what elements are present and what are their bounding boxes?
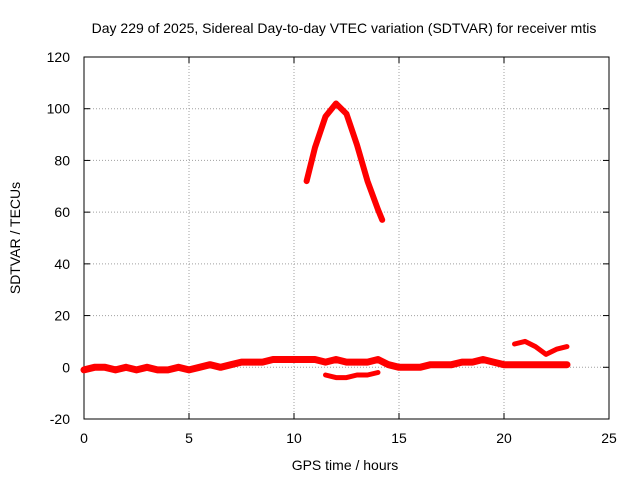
y-tick-label: 120 [47, 49, 71, 65]
x-tick-label: 0 [80, 430, 88, 446]
y-tick-label: 0 [62, 359, 70, 375]
series-line-sdtvar-lower-dip [323, 370, 381, 381]
series-line-sdtvar-main [80, 356, 571, 374]
y-axis-label: SDTVAR / TECUs [7, 182, 23, 294]
y-tick-label: 80 [54, 152, 70, 168]
series-line-sdtvar-peak [303, 100, 386, 223]
grid-layer [84, 57, 609, 419]
x-tick-label: 5 [185, 430, 193, 446]
y-tick-label: 60 [54, 204, 70, 220]
chart-title: Day 229 of 2025, Sidereal Day-to-day VTE… [92, 20, 597, 36]
x-tick-label: 10 [286, 430, 302, 446]
x-tick-label: 20 [496, 430, 512, 446]
y-tick-label: 20 [54, 308, 70, 324]
series-line-sdtvar-late-bump [512, 338, 570, 357]
x-tick-label: 25 [601, 430, 617, 446]
y-tick-label: -20 [50, 411, 70, 427]
plot-frame [83, 56, 610, 420]
x-tick-label: 15 [391, 430, 407, 446]
y-tick-label: 100 [47, 101, 71, 117]
series-layer [80, 100, 571, 381]
tick-layer: 0 5 10 15 20 25 -20 0 20 40 60 80 100 120 [47, 49, 617, 446]
y-tick-label: 40 [54, 256, 70, 272]
x-axis-label: GPS time / hours [292, 457, 399, 473]
